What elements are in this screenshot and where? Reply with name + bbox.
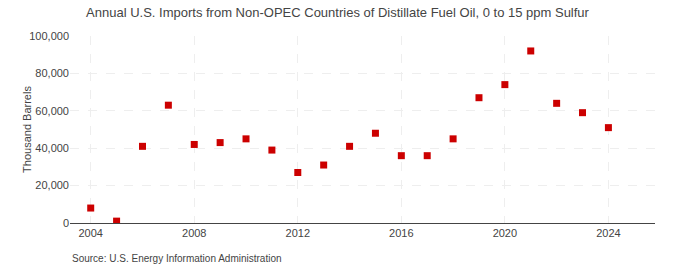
svg-text:Source: U.S. Energy Informatio: Source: U.S. Energy Information Administ… [72, 253, 282, 264]
svg-text:2012: 2012 [286, 227, 310, 239]
svg-text:100,000: 100,000 [29, 30, 69, 42]
svg-text:2020: 2020 [493, 227, 517, 239]
svg-text:2024: 2024 [596, 227, 620, 239]
svg-text:20,000: 20,000 [35, 179, 69, 191]
svg-text:60,000: 60,000 [35, 105, 69, 117]
svg-text:2004: 2004 [78, 227, 102, 239]
svg-text:0: 0 [63, 217, 69, 229]
svg-text:Thousand Barrels: Thousand Barrels [21, 86, 33, 173]
svg-text:2008: 2008 [182, 227, 206, 239]
svg-text:Annual U.S. Imports from Non-O: Annual U.S. Imports from Non-OPEC Countr… [86, 5, 590, 20]
svg-text:80,000: 80,000 [35, 67, 69, 79]
svg-text:40,000: 40,000 [35, 142, 69, 154]
svg-text:2016: 2016 [389, 227, 413, 239]
